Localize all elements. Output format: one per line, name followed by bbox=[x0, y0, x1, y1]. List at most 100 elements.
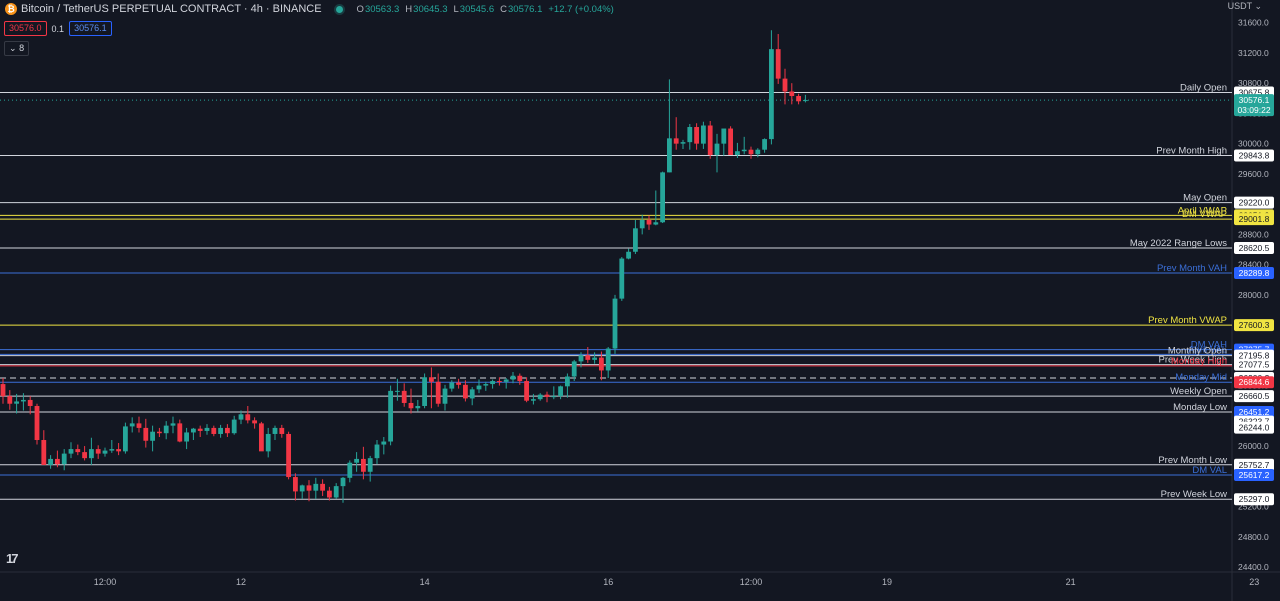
candle-body[interactable] bbox=[769, 49, 774, 140]
candle-body[interactable] bbox=[388, 390, 393, 442]
candle-body[interactable] bbox=[259, 423, 264, 452]
candle-body[interactable] bbox=[565, 376, 570, 387]
candle-body[interactable] bbox=[150, 431, 155, 441]
candle-body[interactable] bbox=[680, 142, 686, 144]
candle-body[interactable] bbox=[483, 384, 489, 386]
candle-body[interactable] bbox=[218, 427, 223, 434]
candle-body[interactable] bbox=[701, 125, 706, 144]
candle-body[interactable] bbox=[429, 377, 434, 382]
candle-body[interactable] bbox=[796, 96, 801, 102]
candle-body[interactable] bbox=[476, 385, 482, 390]
candle-body[interactable] bbox=[320, 483, 325, 491]
candle-body[interactable] bbox=[537, 394, 543, 400]
candle-body[interactable] bbox=[667, 138, 672, 173]
candle-body[interactable] bbox=[789, 91, 795, 97]
candle-body[interactable] bbox=[225, 427, 230, 434]
candle-body[interactable] bbox=[721, 128, 727, 144]
candle-body[interactable] bbox=[123, 426, 128, 452]
candle-body[interactable] bbox=[170, 423, 176, 426]
candle-body[interactable] bbox=[646, 220, 652, 225]
candle-body[interactable] bbox=[435, 381, 441, 404]
indicators-toggle-button[interactable]: ⌄ 8 bbox=[4, 41, 30, 56]
candle-body[interactable] bbox=[265, 433, 271, 452]
candle-body[interactable] bbox=[272, 427, 278, 434]
candle-body[interactable] bbox=[531, 399, 536, 401]
candle-body[interactable] bbox=[735, 151, 740, 155]
candle-body[interactable] bbox=[75, 449, 81, 453]
candle-body[interactable] bbox=[626, 251, 631, 259]
candle-body[interactable] bbox=[27, 399, 33, 406]
candle-body[interactable] bbox=[279, 427, 285, 434]
candle-body[interactable] bbox=[89, 449, 94, 459]
candle-body[interactable] bbox=[551, 396, 557, 398]
candle-body[interactable] bbox=[68, 449, 74, 454]
candle-body[interactable] bbox=[381, 441, 387, 445]
candle-body[interactable] bbox=[354, 458, 359, 463]
candle-body[interactable] bbox=[578, 355, 584, 362]
candle-body[interactable] bbox=[116, 449, 121, 452]
candle-body[interactable] bbox=[558, 386, 563, 397]
candle-body[interactable] bbox=[497, 381, 502, 383]
candle-body[interactable] bbox=[374, 444, 380, 459]
candle-body[interactable] bbox=[592, 357, 597, 360]
candle-body[interactable] bbox=[286, 433, 291, 478]
candle-body[interactable] bbox=[782, 78, 788, 92]
candle-body[interactable] bbox=[449, 382, 455, 389]
candle-body[interactable] bbox=[0, 384, 6, 397]
candle-body[interactable] bbox=[361, 458, 366, 472]
candle-body[interactable] bbox=[612, 298, 618, 349]
candle-body[interactable] bbox=[163, 425, 169, 434]
candle-body[interactable] bbox=[109, 449, 115, 451]
candle-body[interactable] bbox=[197, 428, 203, 431]
candle-body[interactable] bbox=[599, 357, 604, 371]
candle-body[interactable] bbox=[102, 450, 108, 454]
candle-body[interactable] bbox=[238, 414, 244, 420]
candle-body[interactable] bbox=[653, 222, 659, 225]
candle-body[interactable] bbox=[660, 172, 665, 223]
candle-body[interactable] bbox=[136, 423, 142, 428]
candle-body[interactable] bbox=[129, 423, 135, 427]
candle-body[interactable] bbox=[21, 399, 26, 402]
candle-body[interactable] bbox=[463, 384, 468, 399]
currency-selector[interactable]: USDT ⌄ bbox=[1228, 1, 1262, 12]
candle-body[interactable] bbox=[775, 49, 781, 79]
candle-body[interactable] bbox=[245, 414, 251, 421]
candle-body[interactable] bbox=[299, 485, 305, 492]
candle-body[interactable] bbox=[544, 394, 550, 397]
candle-body[interactable] bbox=[517, 375, 523, 382]
candle-body[interactable] bbox=[422, 377, 427, 406]
candle-body[interactable] bbox=[61, 453, 67, 465]
candle-body[interactable] bbox=[510, 375, 516, 380]
candle-body[interactable] bbox=[184, 432, 189, 442]
candle-body[interactable] bbox=[673, 138, 679, 144]
candle-body[interactable] bbox=[395, 390, 400, 392]
candle-body[interactable] bbox=[694, 127, 699, 144]
candle-body[interactable] bbox=[95, 449, 101, 454]
candle-body[interactable] bbox=[503, 379, 509, 382]
candle-body[interactable] bbox=[41, 440, 47, 465]
candle-body[interactable] bbox=[367, 458, 373, 472]
candle-body[interactable] bbox=[333, 486, 339, 498]
candle-body[interactable] bbox=[211, 427, 217, 434]
candle-body[interactable] bbox=[490, 381, 495, 385]
candle-body[interactable] bbox=[707, 125, 713, 155]
candle-body[interactable] bbox=[762, 139, 767, 150]
candle-body[interactable] bbox=[748, 149, 754, 155]
candle-body[interactable] bbox=[714, 143, 720, 155]
candle-body[interactable] bbox=[633, 228, 638, 252]
candle-body[interactable] bbox=[687, 127, 693, 143]
candle-body[interactable] bbox=[585, 355, 591, 360]
candle-body[interactable] bbox=[82, 452, 87, 459]
candle-body[interactable] bbox=[340, 477, 346, 487]
candle-body[interactable] bbox=[177, 423, 183, 442]
candle-body[interactable] bbox=[143, 427, 149, 441]
symbol-title[interactable]: Bitcoin / TetherUS PERPETUAL CONTRACT · … bbox=[21, 3, 322, 15]
candle-body[interactable] bbox=[401, 390, 407, 403]
buy-button[interactable]: 30576.1 bbox=[69, 21, 112, 36]
candle-body[interactable] bbox=[293, 477, 298, 492]
candle-body[interactable] bbox=[524, 381, 529, 401]
candle-body[interactable] bbox=[204, 427, 210, 431]
candle-body[interactable] bbox=[803, 100, 808, 102]
candle-body[interactable] bbox=[415, 405, 421, 409]
